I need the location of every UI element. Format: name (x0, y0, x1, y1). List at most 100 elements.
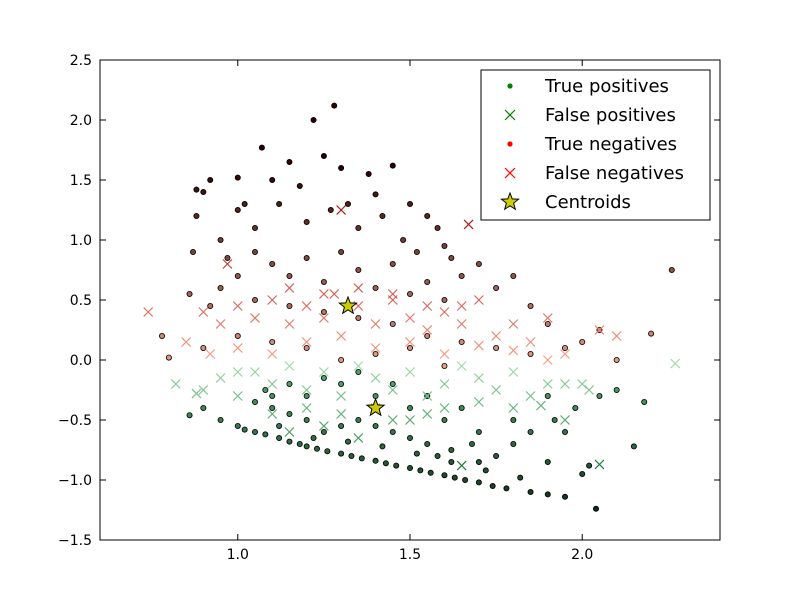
true-negatives-point (372, 284, 379, 291)
false-positives-point (353, 433, 364, 443)
false-positives-point (387, 385, 398, 395)
true-negatives-point (320, 278, 327, 285)
true-positives-point (462, 476, 469, 483)
true-positives-point (269, 392, 276, 399)
true-negatives-point (186, 290, 193, 297)
false-positives-point (584, 385, 595, 395)
true-positives-point (517, 474, 524, 481)
true-negatives-point (286, 158, 293, 165)
false-negatives-point (405, 337, 415, 347)
true-positives-point (338, 422, 345, 429)
true-positives-point (296, 440, 303, 447)
true-negatives-point (296, 182, 303, 189)
false-positives-point (508, 367, 519, 377)
y-tick-label: −0.5 (58, 413, 92, 429)
false-negatives-point (560, 349, 570, 359)
true-negatives-point (338, 248, 345, 255)
y-tick-label: −1.5 (58, 533, 92, 549)
true-negatives-point (648, 330, 655, 337)
true-negatives-point (372, 350, 379, 357)
true-negatives-point (207, 176, 214, 183)
y-tick-label: 1.5 (70, 173, 92, 189)
legend-label-true-negatives: True negatives (544, 134, 677, 155)
true-negatives-point (434, 224, 441, 231)
true-positives-point (393, 462, 400, 469)
false-positives-point (560, 379, 570, 389)
true-negatives-point (475, 260, 482, 267)
y-tick-label: 2.0 (70, 113, 92, 129)
true-negatives-point (234, 272, 241, 279)
false-negatives-point (205, 349, 216, 359)
false-negatives-point (267, 349, 278, 359)
false-positives-point (232, 367, 243, 377)
false-positives-point (670, 358, 681, 369)
true-negatives-point (158, 332, 165, 339)
true-positives-point (276, 434, 283, 441)
true-positives-point (251, 428, 258, 435)
false-positives-point (542, 379, 553, 389)
legend-marker-false-positives (504, 109, 516, 121)
true-positives-point (434, 452, 441, 459)
true-positives-point (448, 458, 455, 465)
true-negatives-point (251, 296, 258, 303)
false-positives-point (267, 379, 278, 389)
true-positives-point (510, 440, 517, 447)
true-positives-point (355, 368, 362, 375)
true-positives-point (286, 438, 293, 445)
false-positives-point (577, 379, 588, 389)
true-negatives-point (258, 144, 265, 151)
true-negatives-series (158, 102, 675, 369)
false-positives-point (284, 361, 295, 371)
false-negatives-point (473, 340, 484, 351)
true-positives-point (344, 438, 351, 445)
true-negatives-point (269, 260, 276, 267)
false-positives-point (353, 361, 364, 371)
true-positives-point (217, 416, 224, 423)
centroid-marker (338, 295, 358, 315)
true-negatives-point (331, 102, 338, 109)
true-positives-point (417, 467, 424, 474)
true-positives-point (458, 404, 465, 411)
true-positives-point (310, 434, 317, 441)
false-positives-point (456, 460, 467, 471)
true-positives-point (286, 380, 293, 387)
true-negatives-point (562, 344, 569, 351)
true-negatives-point (200, 344, 207, 351)
true-positives-point (630, 443, 637, 450)
true-negatives-point (217, 236, 224, 243)
x-tick-label: 2.0 (571, 547, 593, 563)
true-positives-point (372, 457, 379, 464)
true-negatives-point (200, 188, 207, 195)
true-positives-point (303, 392, 310, 399)
true-negatives-point (355, 266, 362, 273)
true-positives-point (562, 428, 569, 435)
true-positives-point (276, 422, 283, 429)
true-negatives-point (355, 314, 362, 321)
false-negatives-point (542, 355, 553, 365)
true-positives-point (413, 450, 420, 457)
false-negatives-point (318, 289, 329, 299)
legend-marker-true-negatives (507, 141, 513, 147)
false-negatives-point (439, 307, 450, 317)
true-negatives-point (365, 170, 372, 177)
true-positives-point (579, 470, 586, 477)
y-tick-label: 2.5 (70, 53, 92, 69)
true-positives-point (324, 448, 331, 455)
true-positives-point (186, 412, 193, 419)
true-negatives-point (286, 272, 293, 279)
false-positives-point (170, 379, 181, 389)
true-negatives-point (303, 344, 310, 351)
false-positives-point (473, 397, 484, 407)
true-positives-point (586, 462, 593, 469)
true-positives-point (475, 479, 482, 486)
true-negatives-point (165, 354, 172, 361)
true-positives-point (338, 380, 345, 387)
true-negatives-point (406, 344, 413, 351)
false-negatives-point (491, 331, 502, 341)
false-negatives-point (456, 301, 467, 311)
false-positives-point (560, 415, 570, 425)
true-negatives-point (448, 254, 455, 261)
true-positives-point (269, 404, 276, 411)
true-negatives-point (310, 117, 317, 124)
legend-box (480, 69, 711, 221)
